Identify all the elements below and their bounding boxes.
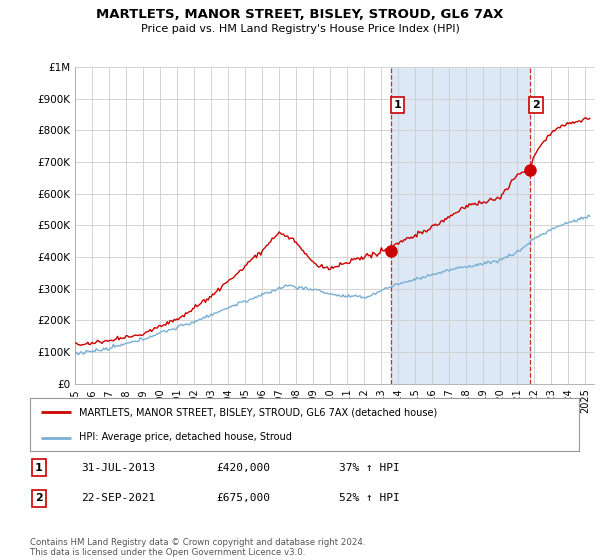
Text: 2: 2 <box>35 493 43 503</box>
Text: HPI: Average price, detached house, Stroud: HPI: Average price, detached house, Stro… <box>79 432 292 442</box>
Text: 52% ↑ HPI: 52% ↑ HPI <box>339 493 400 503</box>
Text: MARTLETS, MANOR STREET, BISLEY, STROUD, GL6 7AX: MARTLETS, MANOR STREET, BISLEY, STROUD, … <box>97 8 503 21</box>
Text: 31-JUL-2013: 31-JUL-2013 <box>81 463 155 473</box>
Text: £420,000: £420,000 <box>216 463 270 473</box>
Text: 1: 1 <box>394 100 401 110</box>
Text: 22-SEP-2021: 22-SEP-2021 <box>81 493 155 503</box>
Text: 2: 2 <box>532 100 540 110</box>
Text: MARTLETS, MANOR STREET, BISLEY, STROUD, GL6 7AX (detached house): MARTLETS, MANOR STREET, BISLEY, STROUD, … <box>79 408 437 418</box>
Text: 37% ↑ HPI: 37% ↑ HPI <box>339 463 400 473</box>
Text: Price paid vs. HM Land Registry's House Price Index (HPI): Price paid vs. HM Land Registry's House … <box>140 24 460 34</box>
Bar <box>391 67 530 384</box>
Text: Contains HM Land Registry data © Crown copyright and database right 2024.
This d: Contains HM Land Registry data © Crown c… <box>30 538 365 557</box>
Text: 1: 1 <box>35 463 43 473</box>
Text: £675,000: £675,000 <box>216 493 270 503</box>
